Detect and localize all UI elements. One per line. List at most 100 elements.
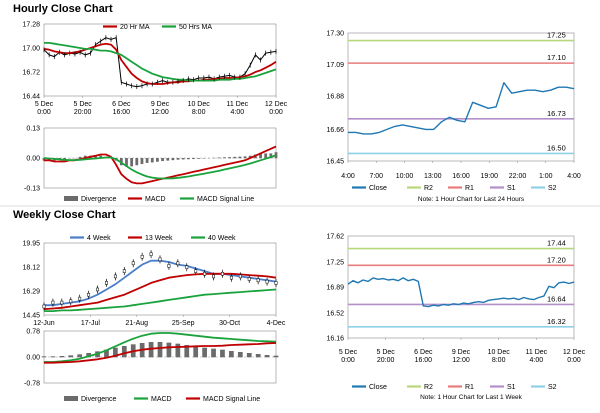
weekly-close-body: [158, 257, 162, 262]
weekly-macd-y-tick: 0.78: [26, 329, 40, 336]
weekly-price-x-tick: 17-Jul: [81, 320, 101, 327]
hourly-pivot-x-tick: 4:00: [567, 173, 581, 180]
hourly-divergence-bar: [161, 158, 164, 162]
legend-weekly-signal-label: MACD Signal Line: [203, 396, 260, 403]
weekly-divergence-bar: [166, 342, 172, 358]
weekly-divergence-bar: [175, 343, 181, 358]
weekly-close-body: [265, 279, 269, 284]
hourly-price-x-tick: 4:00: [231, 109, 245, 116]
weekly-price-x-tick: 12-Jun: [33, 320, 55, 327]
weekly-divergence-bar: [68, 355, 74, 358]
hourly-divergence-bar: [212, 157, 216, 159]
legend-hourly-macd-label: MACD: [145, 196, 166, 203]
hourly-divergence-bar: [94, 155, 97, 159]
weekly-divergence-bar: [86, 353, 91, 358]
weekly-close-body: [60, 300, 64, 305]
weekly-pivot-y-tick: 17.62: [326, 234, 344, 241]
weekly-close-body: [140, 254, 144, 259]
hourly-divergence-bar: [150, 158, 154, 163]
hourly-price-x-tick: 6 Dec: [112, 101, 131, 108]
weekly-pivot-x-tick: 6 Dec: [414, 349, 433, 356]
hourly-divergence-bar: [197, 158, 201, 159]
weekly-divergence-bar: [77, 354, 83, 358]
hourly-pivot-level-label-s1: 16.73: [547, 109, 566, 118]
hourly-pivot-plot: [347, 32, 575, 162]
weekly-close-body: [176, 261, 180, 266]
weekly-close-body: [51, 300, 55, 305]
hourly-macd-line-macd: [44, 145, 277, 185]
weekly-pivot-legend-s2-label: S2: [548, 384, 557, 391]
hourly-divergence-bar: [223, 157, 226, 159]
weekly-price-line-40-week: [44, 288, 277, 313]
weekly-close-body: [96, 287, 99, 292]
weekly-pivot-legend-close-label: Close: [369, 384, 387, 391]
hourly-divergence-bar: [264, 153, 268, 159]
weekly-pivot-plot: [347, 235, 575, 339]
weekly-close-body: [42, 304, 46, 309]
weekly-pivot-y-tick: 16.16: [326, 336, 344, 343]
hourly-divergence-bar: [171, 158, 175, 161]
weekly-pivot-x-tick: 0:00: [567, 357, 581, 364]
hourly-price-x-tick: 0:00: [269, 109, 283, 116]
hourly-pivot-legend-s2-label: S2: [548, 185, 557, 192]
legend-40-week-label: 40 Week: [208, 235, 236, 242]
hourly-price-x-tick: 10 Dec: [188, 101, 211, 108]
weekly-close-body: [238, 274, 242, 279]
weekly-pivot-x-tick: 5 Dec: [377, 349, 396, 356]
weekly-pivot-x-tick: 5 Dec: [339, 349, 358, 356]
weekly-divergence-bar: [246, 353, 252, 358]
weekly-pivot-x-tick: 10 Dec: [488, 349, 511, 356]
hourly-pivot-y-tick: 16.66: [326, 127, 344, 134]
hourly-pivot-close-line: [348, 81, 575, 135]
weekly-close-body: [87, 292, 91, 297]
weekly-divergence-bar: [220, 349, 225, 358]
weekly-price-x-tick: 21-Aug: [126, 320, 149, 327]
weekly-pivot-y-tick: 16.89: [326, 285, 344, 292]
weekly-pivot-x-tick: 20:00: [377, 357, 395, 364]
legend-50hr-ma-label: 50 Hrs MA: [179, 24, 212, 31]
hourly-divergence-bar: [259, 153, 262, 159]
hourly-divergence-bar: [78, 156, 82, 159]
hourly-price-x-tick: 20:00: [74, 109, 92, 116]
weekly-pivot-legend-s1-label: S1: [507, 384, 516, 391]
legend-hourly-divergence-label: Divergence: [81, 196, 117, 203]
weekly-pivot-x-tick: 4:00: [530, 357, 544, 364]
weekly-pivot-x-tick: 11 Dec: [525, 349, 547, 356]
hourly-pivot-x-tick: 13:00: [424, 173, 442, 180]
weekly-divergence-bar: [113, 347, 118, 358]
hourly-pivot-x-tick: 4:00: [341, 173, 355, 180]
weekly-close-body: [185, 265, 189, 269]
weekly-chart-title: Weekly Close Chart: [13, 209, 116, 221]
hourly-price-y-tick: 16.44: [22, 94, 40, 101]
weekly-close-body: [149, 252, 153, 256]
legend-weekly-macd-label: MACD: [151, 396, 172, 403]
weekly-divergence-bar: [157, 342, 163, 358]
weekly-macd-line-macd-signal-line: [44, 342, 277, 364]
weekly-close-body: [247, 277, 251, 281]
weekly-pivot-legend-r1-label: R1: [465, 384, 474, 391]
weekly-price-x-tick: 4-Dec: [267, 320, 286, 327]
weekly-divergence-bar: [104, 349, 109, 358]
hourly-pivot-x-tick: 10:00: [396, 173, 414, 180]
hourly-divergence-bar: [83, 155, 87, 159]
hourly-pivot-y-tick: 16.45: [326, 159, 344, 166]
hourly-pivot-y-tick: 16.88: [326, 94, 344, 101]
hourly-pivot-legend-r1-label: R1: [465, 185, 474, 192]
hourly-divergence-bar: [176, 158, 180, 160]
hourly-pivot-level-label-r2: 17.25: [547, 31, 566, 40]
hourly-pivot-y-tick: 17.30: [326, 31, 344, 38]
hourly-price-x-tick: 11 Dec: [226, 101, 248, 108]
hourly-pivot-level-label-r1: 17.10: [547, 53, 566, 62]
hourly-pivot-x-tick: 19:00: [480, 173, 498, 180]
weekly-pivot-x-tick: 8:00: [492, 357, 506, 364]
weekly-pivot-y-tick: 16.52: [326, 310, 344, 317]
hourly-price-line-50-hrs-ma: [44, 42, 277, 82]
weekly-divergence-bar: [229, 351, 234, 358]
weekly-pivot-level-label-s1: 16.64: [547, 294, 566, 303]
weekly-price-y-tick: 16.29: [22, 288, 40, 295]
weekly-close-body: [229, 275, 233, 280]
weekly-pivot-legend-r2-label: R2: [424, 384, 433, 391]
weekly-pivot-x-tick: 16:00: [415, 357, 433, 364]
